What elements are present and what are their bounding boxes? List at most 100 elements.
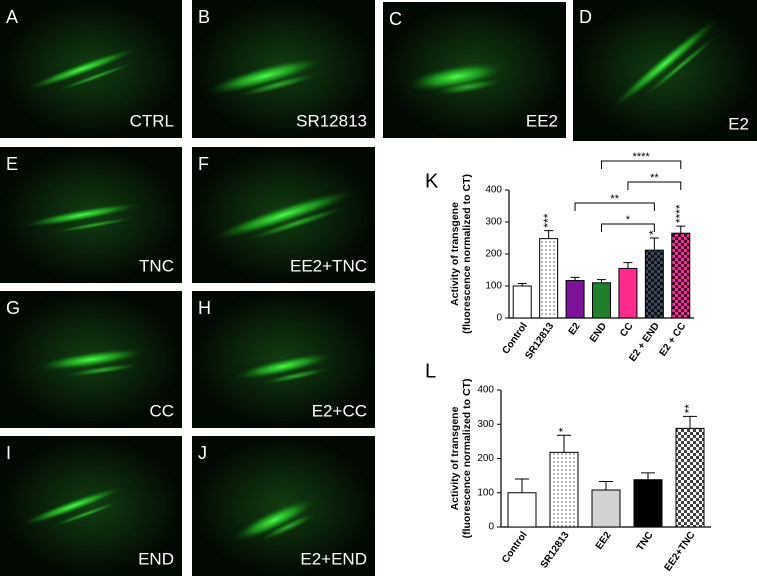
panel-letter: G [6, 298, 20, 318]
x-tick-label: EE2 [594, 530, 614, 552]
micrograph: A CTRL [0, 0, 182, 138]
x-tick-label: SR12813 [539, 530, 572, 571]
fluorescence [611, 18, 719, 109]
significance: **** [673, 204, 687, 223]
bar [512, 285, 532, 319]
x-tick-label: E2 [567, 321, 583, 338]
comparison-bracket [574, 202, 655, 211]
significance: * [556, 427, 570, 432]
panel-label: END [138, 549, 174, 568]
error-bar [641, 472, 655, 480]
y-tick-label: 300 [477, 419, 494, 430]
panel-letter: I [6, 443, 11, 463]
bar [592, 282, 611, 319]
fluorescence [261, 367, 331, 385]
y-axis-label: (fluorescence normalized to CT) [461, 379, 473, 539]
comparison-bracket [627, 181, 682, 190]
error-bar [557, 434, 571, 453]
panel-label: EE2+TNC [290, 256, 367, 275]
panel-label: E2+END [300, 549, 367, 568]
y-tick-label: 400 [477, 385, 494, 396]
bar [591, 489, 621, 528]
fluorescence [259, 512, 318, 541]
panel-letter: B [198, 7, 210, 27]
fluorescence [52, 217, 136, 233]
fluorescence [237, 73, 319, 97]
micrograph: G CC [0, 291, 182, 428]
panel-letter: A [6, 7, 18, 27]
micrograph: C EE2 [383, 2, 566, 138]
y-tick-label: 300 [485, 217, 502, 228]
bar [549, 451, 579, 528]
fluorescence [406, 62, 506, 92]
fluorescence [22, 203, 141, 227]
panel-letter: H [198, 298, 211, 318]
x-tick-label: TNC [635, 530, 656, 553]
micrograph: E TNC [0, 147, 182, 283]
panel-letter: C [389, 9, 402, 29]
error-bar [570, 276, 580, 281]
fluorescence [36, 348, 146, 371]
y-tick-label: 0 [488, 522, 494, 533]
panel-letter: J [198, 443, 207, 463]
significance: ** [682, 404, 696, 414]
x-tick-label: END [588, 321, 609, 345]
y-tick-label: 100 [485, 281, 502, 292]
bar [633, 479, 663, 528]
y-axis-label: (fluorescence normalized to CT) [461, 174, 473, 334]
panel-letter: L [425, 360, 436, 382]
error-bar [623, 262, 633, 269]
micrograph: F EE2+TNC [192, 147, 375, 283]
y-axis-label: Activity of transgene [449, 202, 461, 306]
panel-label: TNC [139, 256, 174, 275]
bar [565, 280, 585, 319]
error-bar [517, 282, 527, 286]
comparison-label: ** [650, 172, 659, 184]
micrograph: H E2+CC [192, 291, 375, 428]
panel-label: CTRL [130, 111, 174, 130]
y-axis-label: Activity of transgene [449, 406, 461, 510]
fluorescence [25, 47, 139, 91]
micrograph: D E2 [573, 0, 757, 141]
panel-letter: K [425, 170, 439, 192]
panel-label: E2 [728, 114, 749, 133]
fluorescence [433, 78, 503, 96]
panel-letter: F [198, 154, 209, 174]
bar [507, 492, 537, 528]
error-bar [515, 478, 529, 493]
error-bar [649, 237, 659, 251]
panel-label: EE2 [526, 111, 558, 130]
y-tick-label: 200 [477, 453, 494, 464]
error-bar [597, 279, 606, 283]
micrograph-bg [0, 436, 182, 576]
comparison-label: ** [610, 193, 619, 205]
fluorescence [246, 206, 347, 241]
fluorescence [21, 486, 125, 526]
bar [539, 238, 559, 319]
fluorescence [50, 500, 123, 528]
significance: * [647, 230, 661, 235]
y-tick-label: 200 [485, 249, 502, 260]
panel-label: CC [149, 401, 174, 420]
micrograph: J E2+END [192, 436, 375, 576]
fluorescence [234, 353, 333, 380]
bar [671, 232, 691, 319]
y-tick-label: 0 [496, 313, 502, 324]
fluorescence [207, 57, 324, 95]
x-tick-label: CC [618, 321, 635, 339]
x-tick-label: E2 + CC [658, 321, 689, 359]
fluorescence [55, 62, 135, 92]
error-bar [683, 415, 697, 429]
error-bar [676, 225, 686, 234]
y-tick-label: 100 [477, 487, 494, 498]
panel-letter: D [579, 7, 592, 27]
comparison-label: * [626, 214, 631, 226]
fluorescence [233, 498, 316, 542]
comparison-bracket [601, 160, 682, 169]
panel-label: E2+CC [312, 401, 367, 420]
x-tick-label: Control [500, 530, 530, 566]
comparison-label: **** [633, 151, 651, 163]
bar [618, 267, 638, 319]
fluorescence [212, 190, 355, 240]
y-tick-label: 400 [485, 185, 502, 196]
